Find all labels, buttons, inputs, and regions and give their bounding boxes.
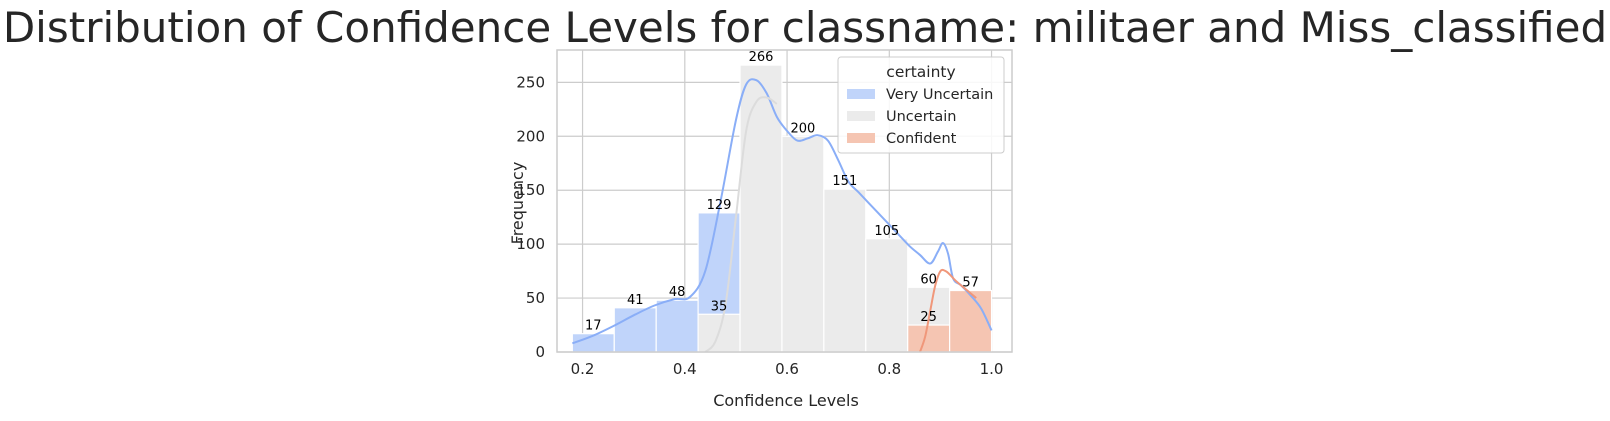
histogram-bar — [949, 289, 993, 353]
axes-frame — [556, 49, 1013, 353]
legend-label: Confident — [886, 131, 957, 147]
y-axis-label: Frequency — [508, 162, 527, 245]
y-tick-label: 50 — [526, 289, 545, 307]
legend-label: Very Uncertain — [886, 87, 993, 103]
legend-swatch — [847, 133, 875, 143]
bar-labels: 17 41 48 129 35 266 200 151 105 60 25 57 — [585, 50, 979, 334]
bar-value-label: 105 — [874, 224, 899, 239]
bar-value-label: 48 — [669, 285, 686, 300]
x-tick-label: 0.8 — [877, 360, 901, 378]
x-tick-label: 0.6 — [775, 360, 799, 378]
legend-label: Uncertain — [886, 109, 956, 125]
kde-line — [919, 268, 977, 353]
histogram-bar — [781, 135, 825, 353]
x-tick-label: 1.0 — [980, 360, 1004, 378]
bar-value-label: 25 — [920, 310, 937, 325]
bar-value-label: 17 — [585, 319, 602, 334]
legend-box — [837, 56, 1005, 154]
bar-value-label: 60 — [920, 272, 937, 287]
bar-value-label: 41 — [627, 293, 644, 308]
x-tick-label: 0.2 — [571, 360, 595, 378]
bar-value-label: 35 — [711, 299, 728, 314]
kde-curves — [571, 78, 993, 353]
histogram-bar — [655, 299, 699, 353]
x-tick-label: 0.4 — [673, 360, 697, 378]
bar-value-label: 200 — [790, 121, 815, 136]
legend-swatch — [847, 89, 875, 99]
bar-value-label: 129 — [707, 198, 732, 213]
y-tick-label: 250 — [516, 73, 545, 91]
legend-title: certainty — [886, 63, 955, 81]
plot-frame — [556, 49, 1013, 353]
bar-value-label: 151 — [832, 174, 857, 189]
bar-value-label: 57 — [962, 276, 979, 291]
y-tick-label: 100 — [516, 235, 545, 253]
y-tick-label: 0 — [535, 343, 545, 361]
bar-value-label: 266 — [749, 50, 774, 65]
y-tick-label: 200 — [516, 127, 545, 145]
x-axis-label: Confidence Levels — [713, 391, 859, 410]
histogram-bar — [865, 238, 909, 353]
chart-title: Distribution of Confidence Levels for cl… — [3, 3, 1607, 52]
legend: certainty Very Uncertain Uncertain Confiden… — [837, 56, 1005, 154]
kde-line — [571, 78, 993, 345]
legend-swatch — [847, 111, 875, 121]
tick-labels: 0.2 0.4 0.6 0.8 1.0 0 50 100 150 200 250 — [516, 73, 1003, 378]
histogram-bar — [907, 324, 951, 353]
kde-line — [704, 96, 778, 353]
histogram-bar — [739, 64, 783, 353]
histogram-bar — [823, 188, 867, 353]
y-tick-label: 150 — [516, 181, 545, 199]
